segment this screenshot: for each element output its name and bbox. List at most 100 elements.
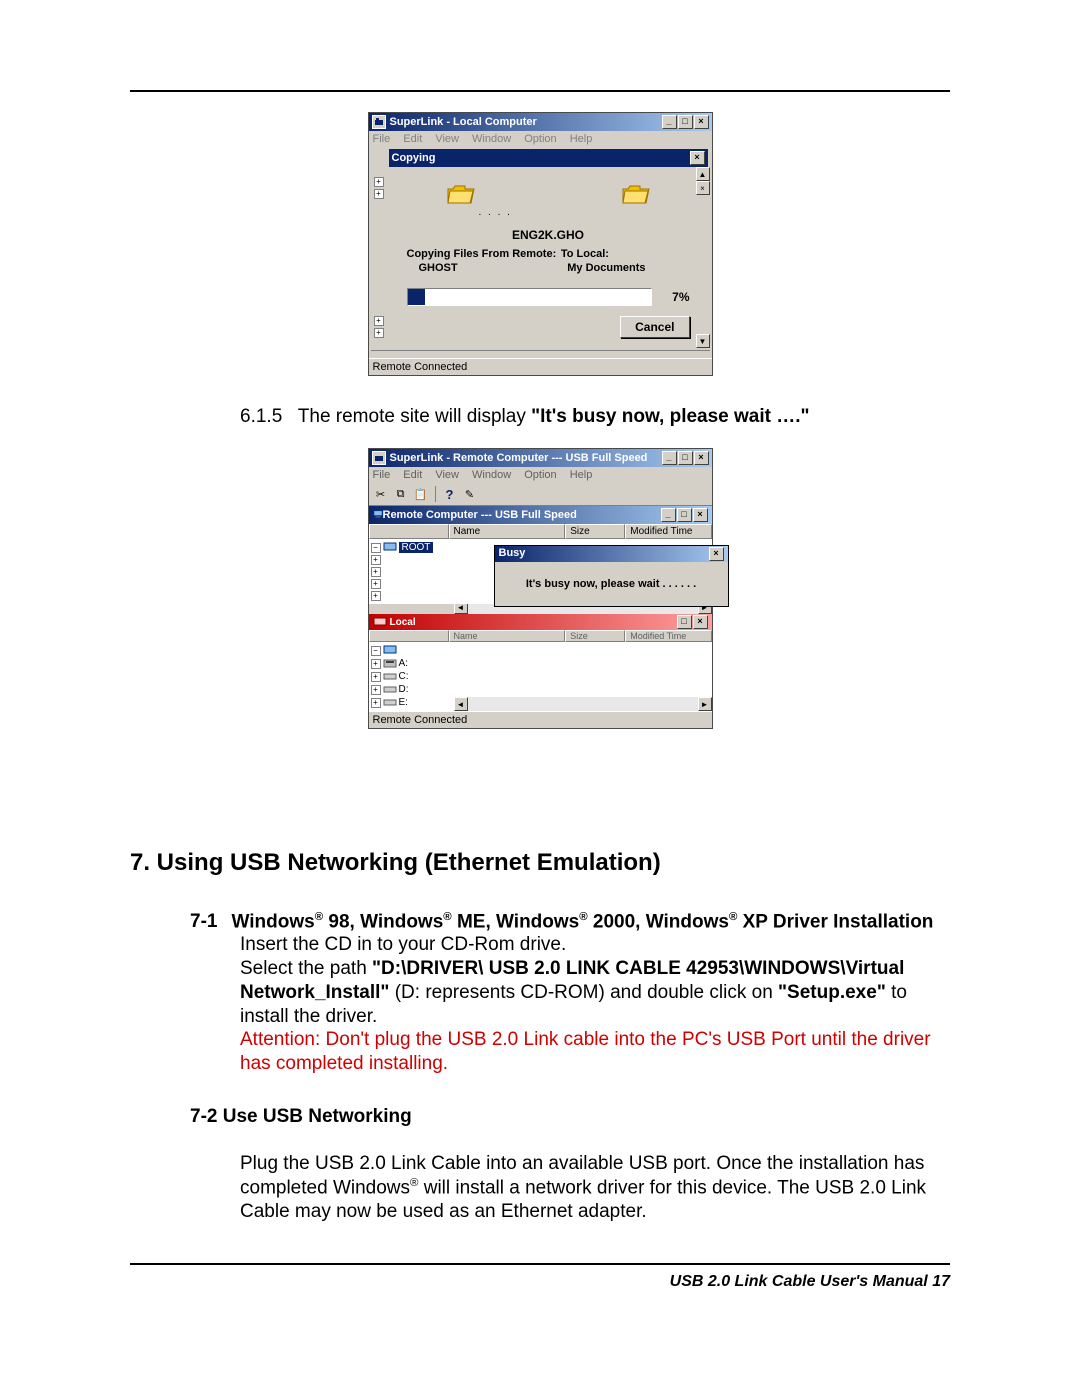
copying-filename: ENG2K.GHO [407, 228, 690, 242]
computer-icon [373, 617, 387, 628]
sec-text: The remote site will display [298, 406, 531, 427]
heading-7-1: 7-1 Windows® 98, Windows® ME, Windows® 2… [190, 911, 950, 933]
drive-item[interactable]: + C: [371, 670, 452, 683]
drive-item[interactable]: + E: [371, 696, 452, 709]
cut-icon[interactable]: ✂ [373, 486, 389, 502]
sec-num: 7-1 [190, 911, 217, 933]
close-button[interactable]: × [694, 115, 709, 129]
drive-item[interactable]: + A: [371, 657, 452, 670]
copy-icon[interactable]: ⧉ [393, 486, 409, 502]
window-title: SuperLink - Remote Computer --- USB Full… [390, 452, 648, 464]
to-value: My Documents [565, 262, 689, 274]
busy-message: It's busy now, please wait . . . . . . [495, 562, 728, 606]
col-name[interactable]: Name [449, 630, 566, 642]
menu-edit[interactable]: Edit [403, 133, 422, 145]
sec-num: 6.1.5 [240, 406, 282, 427]
scroll-down-icon[interactable]: ▼ [696, 334, 710, 348]
tree-root[interactable]: − [371, 644, 452, 657]
app-icon [372, 115, 386, 129]
tree-expand-icon[interactable]: + [371, 685, 381, 695]
minimize-button[interactable]: _ [661, 508, 676, 522]
tool-icon[interactable]: ✎ [462, 486, 478, 502]
toolbar: ✂ ⧉ 📋 ? ✎ [369, 483, 712, 506]
tree-expand-icon[interactable]: + [374, 328, 384, 338]
tree-collapse-icon[interactable]: − [371, 543, 381, 553]
col-modified[interactable]: Modified Time [625, 524, 711, 539]
close-button[interactable]: × [693, 508, 708, 522]
col-size[interactable]: Size [565, 630, 625, 642]
tree-root[interactable]: − ROOT [371, 541, 452, 554]
menu-option[interactable]: Option [524, 133, 556, 145]
tree-expand-icon[interactable]: + [371, 672, 381, 682]
col-size[interactable]: Size [565, 524, 625, 539]
drive-label: D: [399, 684, 409, 695]
sec-quote: "It's busy now, please wait …." [531, 406, 809, 427]
menu-view[interactable]: View [435, 133, 459, 145]
screenshot-copying: SuperLink - Local Computer _ □ × File Ed… [368, 112, 713, 376]
menu-view[interactable]: View [435, 469, 459, 481]
horizontal-scrollbar[interactable]: ◄ ► [454, 697, 712, 711]
menu-file[interactable]: File [373, 133, 391, 145]
cancel-button[interactable]: Cancel [620, 316, 689, 338]
floppy-icon [383, 658, 397, 669]
remote-tree: − ROOT + + + + [369, 539, 454, 604]
tree-expand-icon[interactable]: + [371, 567, 381, 577]
window-title: SuperLink - Local Computer [390, 116, 537, 128]
vertical-scrollbar[interactable]: ▲ × ▼ [696, 167, 710, 348]
menu-edit[interactable]: Edit [403, 469, 422, 481]
menu-help[interactable]: Help [570, 469, 593, 481]
heading-7: 7. Using USB Networking (Ethernet Emulat… [130, 849, 950, 877]
scroll-left-icon[interactable]: ◄ [454, 697, 468, 711]
col-modified[interactable]: Modified Time [625, 630, 711, 642]
maximize-button[interactable]: □ [678, 451, 693, 465]
tree-expand-icon[interactable]: + [374, 177, 384, 187]
drive-icon [383, 671, 397, 682]
heading-7-2: 7-2 Use USB Networking [190, 1106, 950, 1128]
tree-expand-icon[interactable]: + [374, 316, 384, 326]
close-button[interactable]: × [693, 615, 708, 629]
scroll-x-icon[interactable]: × [696, 181, 710, 195]
status-bar: Remote Connected [369, 711, 712, 728]
body-7-2: Plug the USB 2.0 Link Cable into an avai… [240, 1152, 950, 1224]
col-blank [369, 524, 449, 539]
root-label: ROOT [399, 542, 434, 553]
busy-titlebar: Busy × [495, 546, 728, 562]
local-tree: − + A: + C: + [369, 642, 454, 711]
tree-expand-icon[interactable]: + [371, 659, 381, 669]
minimize-button[interactable]: _ [662, 115, 677, 129]
window-titlebar: SuperLink - Remote Computer --- USB Full… [369, 449, 712, 467]
minimize-button[interactable]: _ [662, 451, 677, 465]
col-name[interactable]: Name [449, 524, 566, 539]
scroll-up-icon[interactable]: ▲ [696, 167, 710, 181]
tree-expand-icon[interactable]: + [374, 189, 384, 199]
maximize-button[interactable]: □ [677, 615, 692, 629]
menu-window[interactable]: Window [472, 469, 511, 481]
scroll-right-icon[interactable]: ► [698, 697, 712, 711]
maximize-button[interactable]: □ [678, 115, 693, 129]
tree-expand-icon[interactable]: + [371, 579, 381, 589]
drive-label: E: [399, 697, 408, 708]
busy-title-text: Busy [499, 547, 526, 561]
dialog-titlebar: Copying × [389, 149, 708, 167]
progress-percent: 7% [660, 290, 690, 304]
tree-collapse-icon[interactable]: − [371, 646, 381, 656]
menu-option[interactable]: Option [524, 469, 556, 481]
page-footer: USB 2.0 Link Cable User's Manual 17 [130, 1273, 950, 1291]
busy-dialog: Busy × It's busy now, please wait . . . … [494, 545, 729, 607]
drive-item[interactable]: + D: [371, 683, 452, 696]
menu-file[interactable]: File [373, 469, 391, 481]
busy-close-button[interactable]: × [709, 547, 724, 561]
copying-dialog: Copying × ▲ × ▼ [389, 149, 708, 348]
paste-icon[interactable]: 📋 [413, 486, 429, 502]
tree-expand-icon[interactable]: + [371, 591, 381, 601]
help-icon[interactable]: ? [442, 486, 458, 502]
menubar: File Edit View Window Option Help [369, 131, 712, 147]
maximize-button[interactable]: □ [677, 508, 692, 522]
close-button[interactable]: × [694, 451, 709, 465]
menu-help[interactable]: Help [570, 133, 593, 145]
dialog-close-button[interactable]: × [690, 151, 705, 165]
tree-expand-icon[interactable]: + [371, 698, 381, 708]
menu-window[interactable]: Window [472, 133, 511, 145]
top-rule [130, 90, 950, 92]
tree-expand-icon[interactable]: + [371, 555, 381, 565]
